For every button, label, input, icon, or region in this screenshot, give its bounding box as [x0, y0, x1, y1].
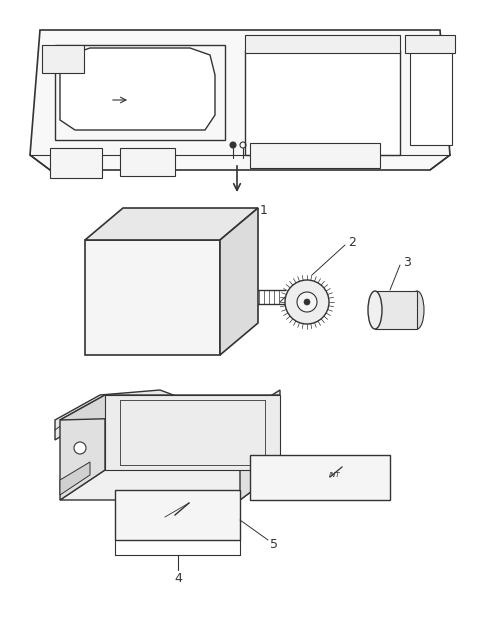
Text: 3: 3	[403, 256, 411, 270]
Text: 1: 1	[260, 203, 268, 217]
Bar	[245, 35, 400, 53]
Bar	[410, 45, 452, 145]
Polygon shape	[60, 462, 90, 495]
Circle shape	[304, 299, 310, 305]
Bar	[250, 143, 380, 168]
Text: 5: 5	[270, 539, 278, 552]
Circle shape	[74, 442, 86, 454]
Polygon shape	[115, 490, 240, 540]
Bar	[245, 50, 400, 155]
Text: 2: 2	[348, 236, 356, 250]
Bar	[93, 248, 212, 347]
Polygon shape	[55, 390, 200, 440]
Ellipse shape	[410, 291, 424, 329]
Circle shape	[230, 142, 236, 148]
Text: INT: INT	[329, 472, 341, 478]
Polygon shape	[375, 291, 417, 329]
Polygon shape	[60, 395, 280, 420]
Polygon shape	[85, 208, 258, 240]
Polygon shape	[60, 395, 105, 500]
Polygon shape	[55, 45, 225, 140]
Polygon shape	[250, 455, 390, 500]
Polygon shape	[105, 395, 280, 470]
Polygon shape	[60, 470, 280, 500]
Polygon shape	[240, 390, 280, 500]
Bar	[85, 240, 220, 355]
Polygon shape	[30, 30, 450, 170]
Text: 4: 4	[174, 572, 182, 585]
Ellipse shape	[368, 291, 382, 329]
Bar	[42, 45, 84, 73]
Bar	[120, 148, 175, 176]
Polygon shape	[60, 48, 215, 130]
Bar	[405, 35, 455, 53]
Circle shape	[297, 292, 317, 312]
Circle shape	[285, 280, 329, 324]
Polygon shape	[220, 208, 258, 355]
Ellipse shape	[323, 146, 358, 164]
Bar	[50, 148, 102, 178]
